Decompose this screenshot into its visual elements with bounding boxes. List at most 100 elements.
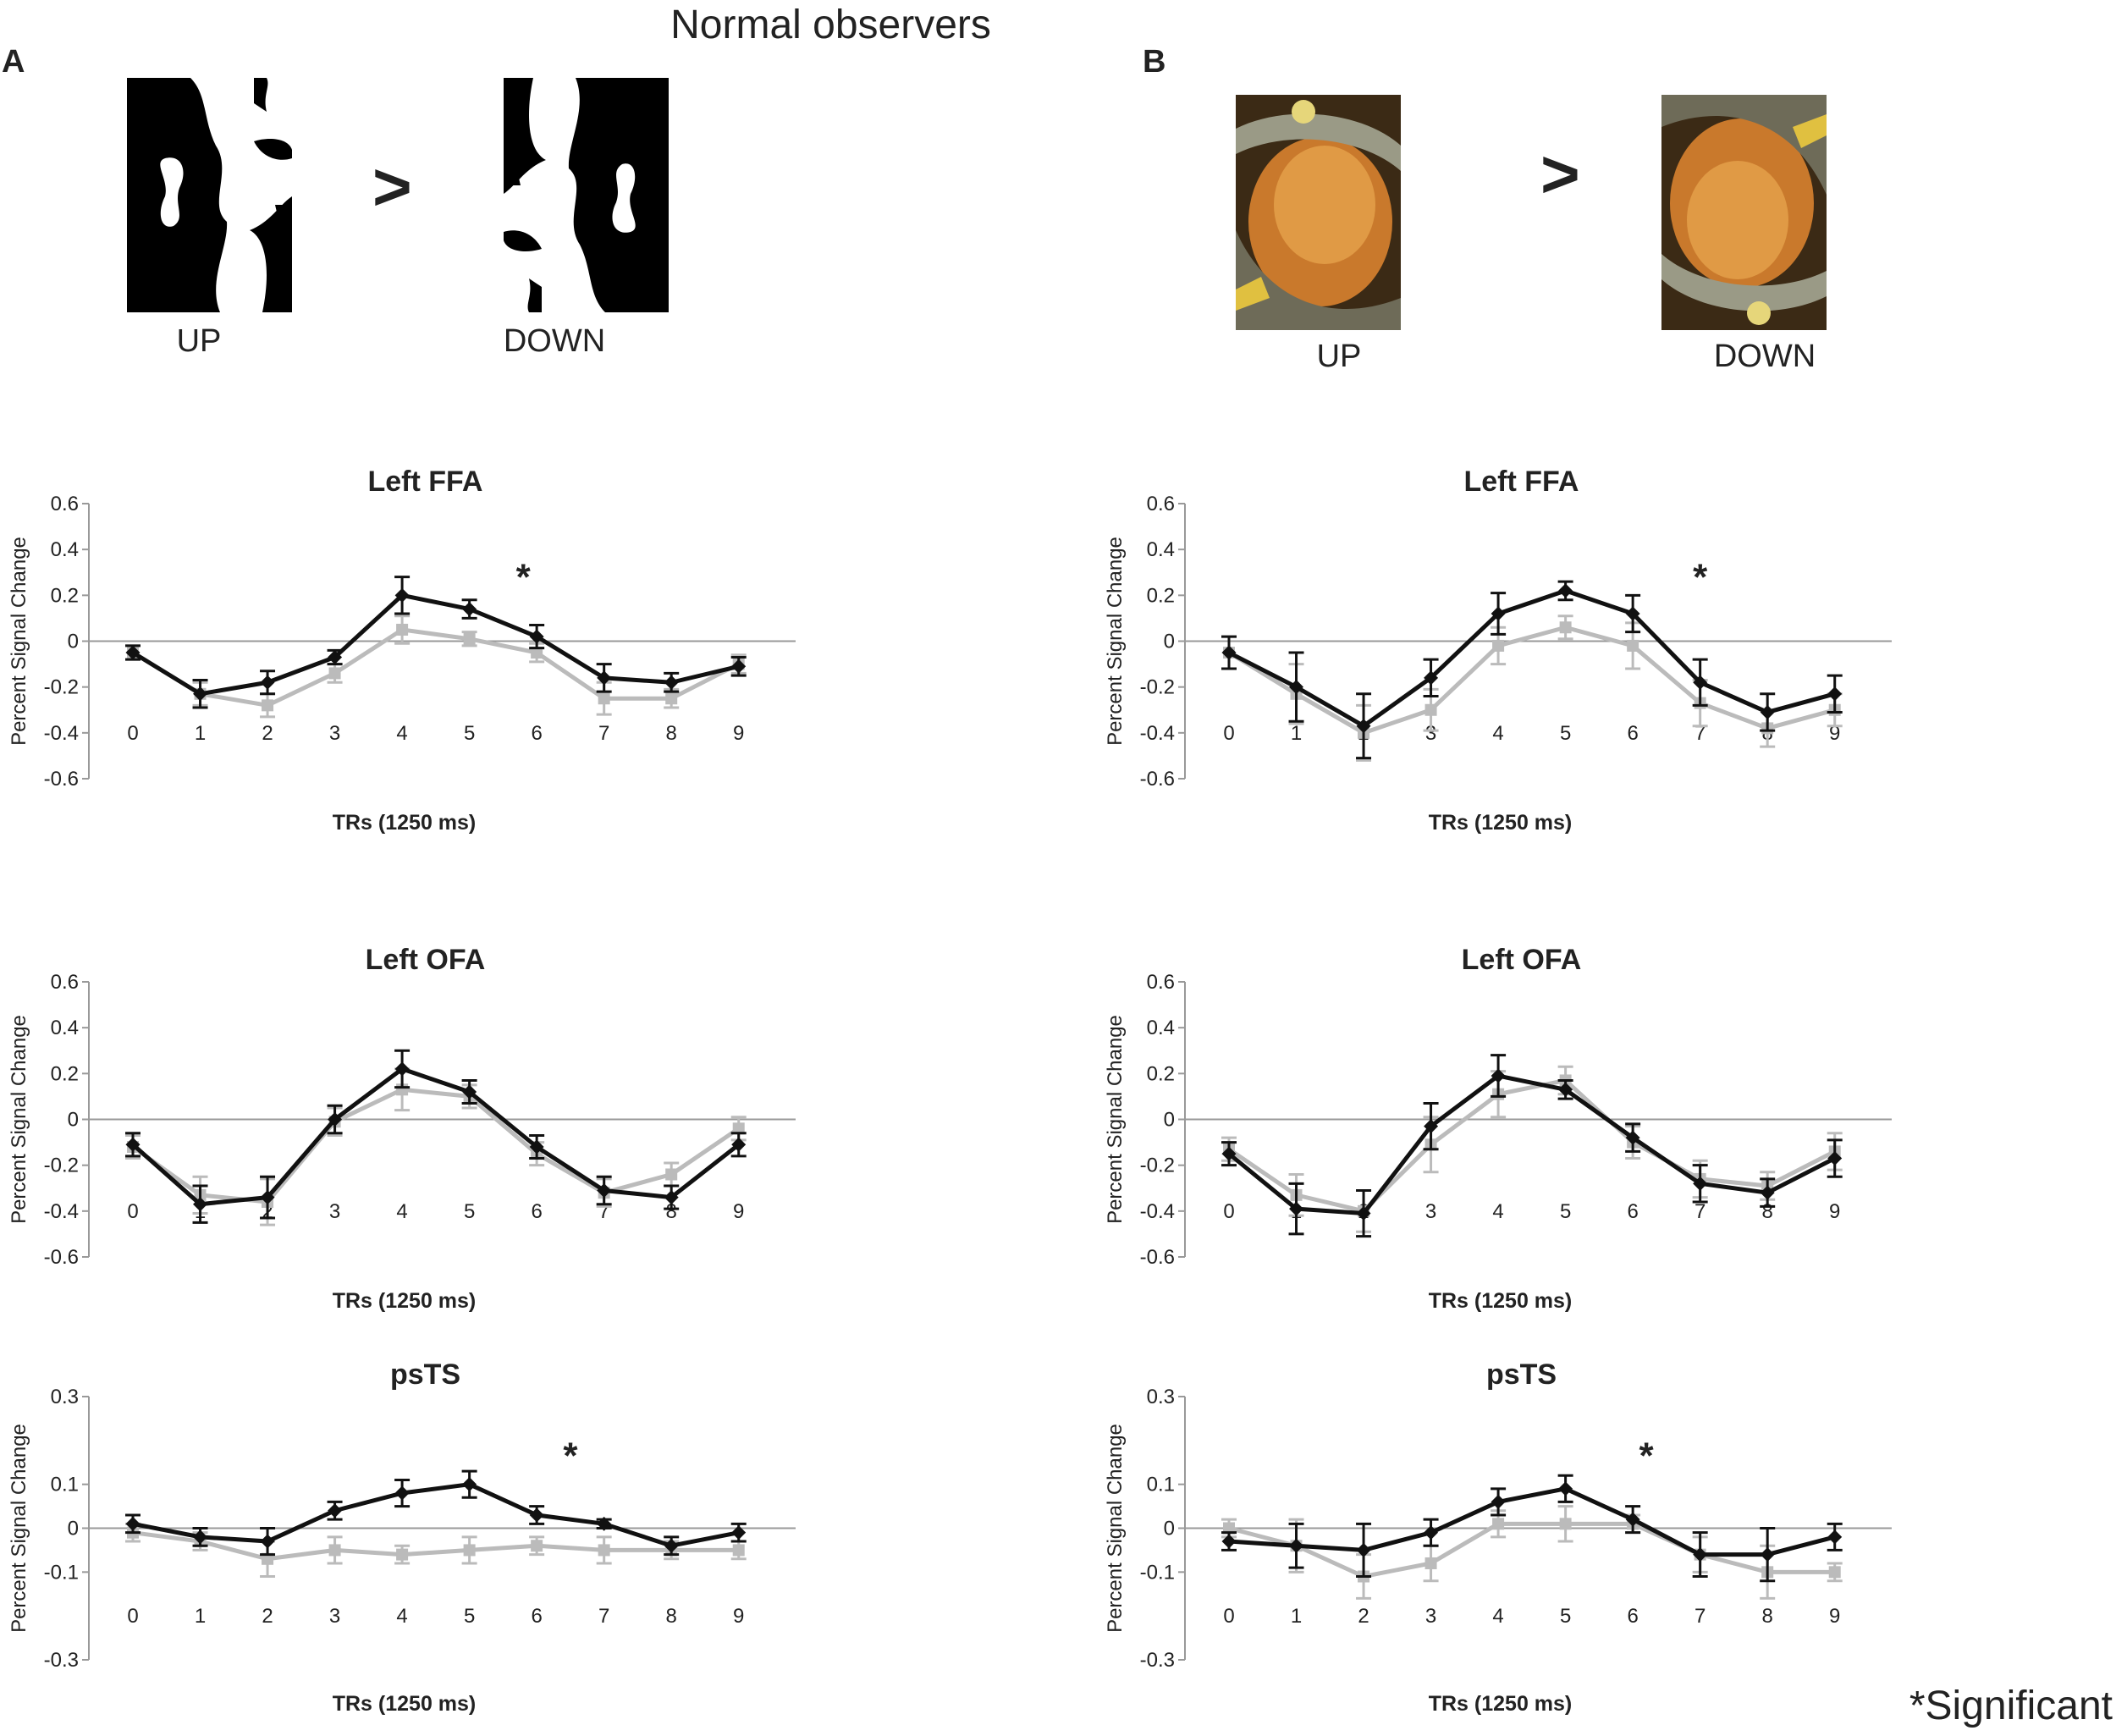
x-tick-label: 7 (1694, 722, 1705, 745)
data-point-upright (1760, 704, 1775, 719)
series-line-inverted (1228, 1521, 1835, 1579)
data-point-inverted (1424, 703, 1437, 716)
x-tick-label: 0 (1223, 722, 1234, 745)
chart-title: Left FFA (1464, 466, 1579, 498)
x-tick-label: 7 (598, 1605, 609, 1628)
data-point-upright (529, 1139, 544, 1155)
data-point-upright (1491, 1068, 1506, 1083)
y-tick-label: 0.3 (51, 1386, 79, 1408)
data-point-inverted (396, 623, 409, 636)
chart-title: Left OFA (366, 944, 486, 976)
y-axis-label: Percent Signal Change (1104, 1424, 1127, 1633)
x-tick-label: 7 (1694, 1200, 1705, 1223)
data-point-upright (664, 675, 679, 690)
y-axis-label: Percent Signal Change (8, 1015, 30, 1224)
chart-title: Left FFA (368, 466, 483, 498)
x-axis-label: TRs (1250 ms) (1429, 1289, 1573, 1313)
x-tick-label: 1 (195, 1605, 206, 1628)
y-tick-label: 0.4 (51, 538, 79, 561)
series-line-upright (1228, 1486, 1836, 1557)
data-point-inverted (396, 1548, 409, 1561)
y-tick-label: -0.3 (1140, 1649, 1175, 1672)
x-tick-label: 9 (733, 722, 744, 745)
y-tick-label: 0.4 (51, 1017, 79, 1039)
data-point-inverted (1559, 621, 1572, 634)
y-axis-label: Percent Signal Change (8, 1424, 30, 1633)
arcimboldo-upright-image (1236, 95, 1401, 330)
y-tick-label: 0.3 (1147, 1386, 1175, 1408)
y-tick-label: -0.6 (44, 1246, 79, 1269)
y-tick-label: -0.4 (1140, 1200, 1175, 1223)
y-tick-label: -0.2 (1140, 676, 1175, 699)
data-point-upright (1760, 1547, 1775, 1562)
y-tick-label: -0.4 (44, 722, 79, 745)
data-point-upright (193, 1529, 208, 1545)
data-point-inverted (598, 1544, 610, 1557)
panel-b-up-label: UP (1316, 339, 1362, 374)
data-point-upright (1827, 1529, 1843, 1545)
data-point-upright (260, 1534, 275, 1549)
series-line-upright (131, 592, 740, 697)
series-line-upright (1227, 1073, 1836, 1216)
data-point-inverted (262, 699, 274, 712)
x-tick-label: 5 (464, 1200, 475, 1223)
arcimboldo-inverted-image (1661, 95, 1827, 330)
y-tick-label: 0.1 (1147, 1474, 1175, 1496)
data-point-inverted (1492, 1518, 1505, 1530)
x-tick-label: 7 (1694, 1605, 1705, 1628)
figure-title: Normal observers (670, 3, 991, 47)
y-axis-label: Percent Signal Change (1104, 1015, 1127, 1224)
data-point-upright (394, 1061, 410, 1077)
x-tick-label: 4 (396, 722, 407, 745)
y-tick-label: 0.2 (51, 1062, 79, 1085)
data-point-inverted (531, 1540, 543, 1552)
y-tick-label: -0.2 (44, 676, 79, 699)
x-tick-label: 0 (1223, 1605, 1234, 1628)
y-tick-label: -0.6 (44, 768, 79, 791)
greater-than-symbol-a: > (372, 149, 412, 224)
data-point-inverted (732, 1544, 745, 1557)
data-point-upright (193, 686, 208, 702)
x-tick-label: 4 (1492, 722, 1503, 745)
data-point-inverted (598, 692, 610, 705)
y-tick-label: 0 (1164, 631, 1175, 653)
x-tick-label: 4 (1492, 1200, 1503, 1223)
chart-title: Left OFA (1462, 944, 1582, 976)
x-tick-label: 0 (127, 722, 138, 745)
x-tick-label: 1 (1291, 1605, 1302, 1628)
y-tick-label: 0.6 (1147, 971, 1175, 994)
y-axis-label: Percent Signal Change (8, 537, 30, 746)
significance-note: *Significant (1909, 1684, 2113, 1728)
data-point-upright (731, 1137, 747, 1152)
x-axis-label: TRs (1250 ms) (1429, 811, 1573, 835)
data-point-upright (462, 602, 477, 617)
data-point-upright (328, 1503, 343, 1518)
x-tick-label: 5 (1560, 1200, 1571, 1223)
x-tick-label: 0 (127, 1605, 138, 1628)
y-tick-label: 0.4 (1147, 538, 1175, 561)
data-point-upright (260, 1190, 275, 1205)
data-point-inverted (463, 632, 476, 645)
data-point-inverted (328, 667, 341, 680)
x-tick-label: 3 (329, 1605, 340, 1628)
y-axis-label: Percent Signal Change (1104, 537, 1127, 746)
data-point-upright (260, 675, 275, 690)
data-point-inverted (665, 692, 678, 705)
x-axis-label: TRs (1250 ms) (333, 811, 477, 835)
y-tick-label: 0.4 (1147, 1017, 1175, 1039)
panel-b-letter: B (1143, 44, 1166, 80)
chart-b-psts: psTS 0.3 0.1 0 -0.1 -0.3 0 1 2 3 4 5 6 7 8 9 Percent Sig… (1104, 1358, 1892, 1716)
y-tick-label: -0.3 (44, 1649, 79, 1672)
series-line-upright (1227, 588, 1836, 729)
x-tick-label: 6 (1627, 1200, 1638, 1223)
y-tick-label: 0.2 (51, 584, 79, 607)
x-tick-label: 9 (1829, 722, 1840, 745)
data-point-upright (125, 1137, 141, 1152)
data-point-upright (731, 659, 747, 674)
y-tick-label: 0 (68, 1518, 79, 1540)
mooney-face-upright-image (127, 78, 292, 312)
series-line-inverted (131, 1087, 741, 1204)
x-tick-label: 5 (1560, 1605, 1571, 1628)
x-tick-label: 6 (531, 722, 542, 745)
x-tick-label: 1 (1291, 722, 1302, 745)
